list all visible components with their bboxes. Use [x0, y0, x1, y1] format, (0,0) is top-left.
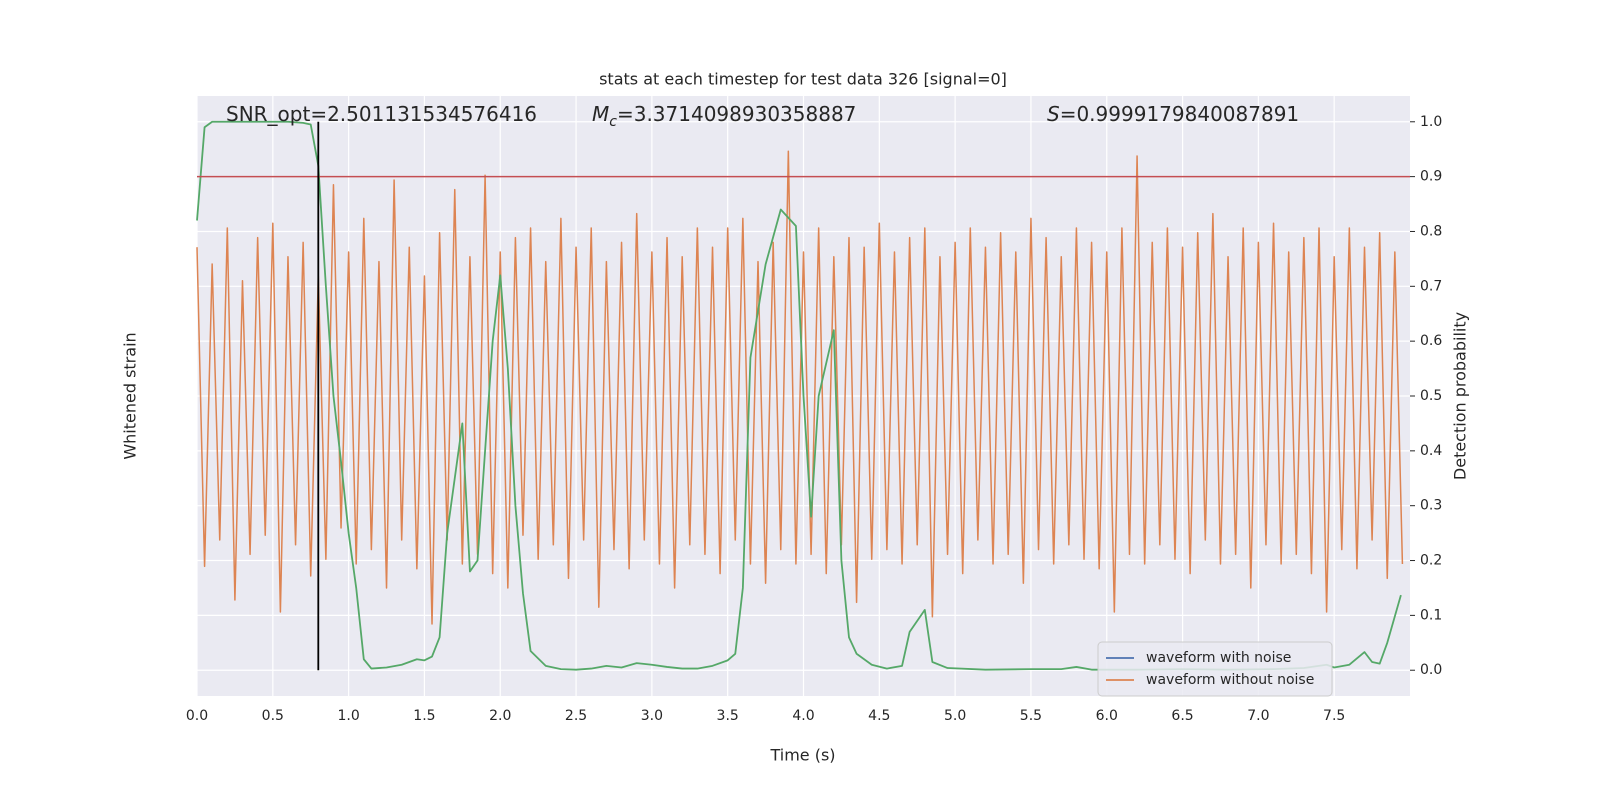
- y2-tick-label: 0.7: [1420, 278, 1442, 294]
- x-tick-label: 1.5: [413, 708, 435, 724]
- y2-tick-label: 0.1: [1420, 607, 1442, 623]
- x-tick-label: 1.0: [337, 708, 359, 724]
- annotation-text: SNR_opt=2.501131534576416: [226, 102, 537, 126]
- marks: [196, 120, 1410, 671]
- y-axis-label: Whitened strain: [121, 332, 140, 459]
- x-tick-label: 6.0: [1096, 708, 1118, 724]
- y2-tick-label: 0.0: [1420, 662, 1442, 678]
- x-tick-label: 2.5: [565, 708, 587, 724]
- x-tick-label: 3.0: [641, 708, 663, 724]
- x-tick-label: 7.0: [1247, 708, 1269, 724]
- x-tick-label: 3.5: [717, 708, 739, 724]
- x-tick-label: 5.0: [944, 708, 966, 724]
- y2-tick-label: 0.3: [1420, 498, 1442, 514]
- y2-tick-label: 0.2: [1420, 553, 1442, 569]
- annotation-text: =3.3714098930358887: [617, 102, 856, 126]
- annotation-symbol: M: [592, 102, 609, 126]
- annotation: SNR_opt=2.501131534576416: [226, 102, 537, 126]
- annotation-text: =0.9999179840087891: [1060, 102, 1299, 126]
- x-tick-label: 4.5: [868, 708, 890, 724]
- annotation-subscript: c: [609, 114, 617, 130]
- annotation: Mc=3.3714098930358887: [592, 102, 856, 130]
- labels: 0.0 0.5 1.0 1.5 2.0 2.5 3.0 3.5 4.0 4.5 5.0 5.5 6.0 6…: [186, 102, 1442, 724]
- y2-axis-label: Detection probability: [1451, 312, 1470, 480]
- legend-label: waveform without noise: [1146, 672, 1314, 688]
- legend: waveform with noise waveform without nois…: [1097, 641, 1333, 697]
- y2-tick-label: 0.5: [1420, 388, 1442, 404]
- legend-label: waveform with noise: [1146, 650, 1291, 666]
- x-tick-label: 4.0: [792, 708, 814, 724]
- annotation: S=0.9999179840087891: [1047, 102, 1299, 126]
- x-axis-label: Time (s): [769, 746, 835, 765]
- x-tick-label: 5.5: [1020, 708, 1042, 724]
- y2-tick-label: 0.8: [1420, 223, 1442, 239]
- x-tick-label: 7.5: [1323, 708, 1345, 724]
- chart-title: stats at each timestep for test data 326…: [599, 70, 1007, 89]
- annotation-symbol: S: [1047, 102, 1060, 126]
- y2-tick-label: 1.0: [1420, 114, 1442, 130]
- series-line: [196, 150, 1404, 625]
- x-tick-label: 0.5: [262, 708, 284, 724]
- series-line: [196, 120, 1402, 671]
- y2-tick-label: 0.4: [1420, 443, 1442, 459]
- y2-tick-label: 0.9: [1420, 169, 1442, 185]
- x-tick-label: 0.0: [186, 708, 208, 724]
- x-tick-label: 2.0: [489, 708, 511, 724]
- x-tick-label: 6.5: [1171, 708, 1193, 724]
- legend-box: [1097, 641, 1333, 697]
- y2-tick-label: 0.6: [1420, 333, 1442, 349]
